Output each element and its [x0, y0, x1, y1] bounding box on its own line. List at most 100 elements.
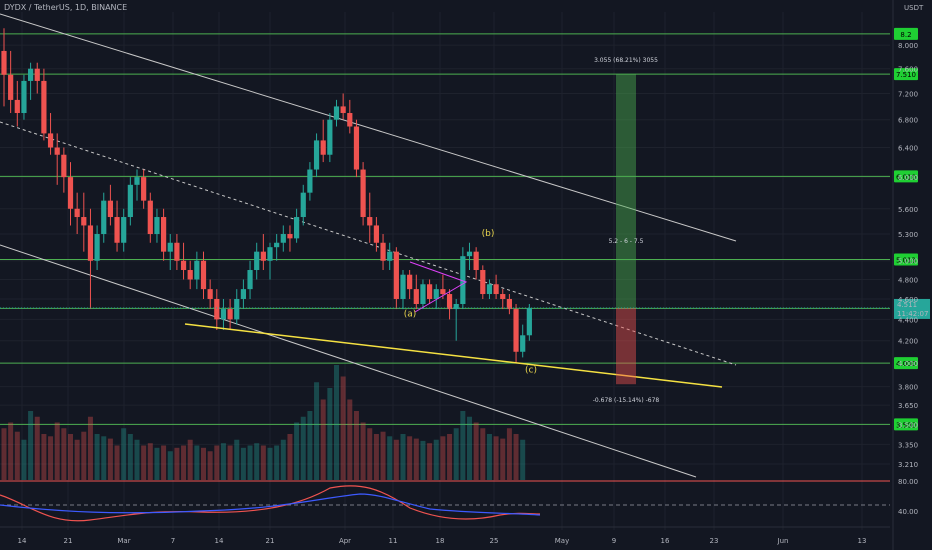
candle-body	[373, 225, 379, 243]
wave-label: (a)	[404, 309, 417, 319]
price-badge-label: 8.2	[900, 31, 911, 39]
x-tick-label: 11	[389, 537, 398, 545]
rsi-line	[0, 485, 541, 522]
candle-body	[180, 260, 187, 271]
x-tick-label: May	[555, 537, 569, 545]
volume-bar	[161, 445, 167, 480]
volume-bar	[74, 439, 80, 480]
volume-bar	[227, 445, 233, 480]
volume-bars	[1, 365, 526, 480]
channel-lines	[0, 13, 737, 478]
y-tick-label: 3.210	[898, 461, 918, 469]
y-tick-label: 3.350	[898, 441, 918, 449]
y-tick-label: 6.400	[898, 145, 918, 153]
volume-bar	[21, 439, 27, 480]
candle-body	[413, 289, 419, 304]
volume-bar	[94, 434, 100, 480]
x-tick-label: Apr	[339, 537, 351, 545]
volume-bar	[234, 439, 240, 480]
candle-body	[420, 284, 426, 304]
volume-bar	[393, 439, 399, 480]
volume-bar	[300, 416, 306, 480]
y-tick-label: 6.000	[898, 174, 918, 182]
volume-bar	[174, 447, 180, 480]
y-tick-label: 8.000	[898, 42, 918, 50]
candle-body	[393, 251, 399, 299]
countdown-label: 11:42:07	[897, 310, 928, 318]
candle-body	[1, 50, 7, 75]
price-badge	[894, 68, 918, 81]
x-tick-label: 16	[661, 537, 670, 545]
volume-bar	[274, 445, 280, 480]
price-badge	[894, 418, 918, 431]
volume-bar	[373, 434, 379, 480]
volume-bar	[380, 431, 386, 480]
volume-bar	[141, 445, 147, 480]
candle-body	[81, 217, 87, 226]
candle-body	[207, 289, 213, 299]
volume-bar	[194, 445, 200, 480]
volume-bar	[367, 428, 373, 480]
candle-body	[480, 270, 486, 295]
volume-bar	[154, 447, 160, 480]
candle-body	[134, 177, 140, 185]
volume-bar	[294, 422, 300, 480]
y-tick-label: 4.200	[898, 338, 918, 346]
volume-bar	[121, 428, 127, 480]
candle-body	[433, 289, 439, 299]
candle-body	[333, 106, 340, 120]
candle-body	[513, 309, 519, 352]
candle-body	[280, 234, 286, 243]
volume-bar	[147, 443, 153, 480]
candle-body	[67, 177, 74, 209]
wave-label: (c)	[525, 365, 537, 375]
mid-note-label: 5.2 - 6 - 7.5	[609, 238, 644, 245]
candle-body	[380, 242, 386, 261]
current-price-badge	[894, 298, 930, 319]
candle-body	[247, 270, 253, 290]
y-tick-label: 4.400	[898, 316, 918, 324]
volume-bar	[486, 434, 492, 480]
candle-body	[214, 298, 220, 320]
volume-bar	[400, 434, 406, 480]
volume-bar	[134, 439, 140, 480]
stop-zone	[616, 307, 636, 385]
candle-body	[427, 284, 433, 299]
x-tick-label: Jun	[777, 537, 789, 545]
x-tick-label: 13	[858, 537, 867, 545]
volume-bar	[220, 443, 226, 480]
yellow-trendline	[184, 323, 723, 388]
candle-body	[460, 256, 466, 305]
candle-body	[114, 217, 120, 243]
candle-body	[154, 217, 160, 235]
volume-bar	[447, 434, 453, 480]
overlays: 3.055 (68.21%) 3055 5.2 - 6 - 7.5 -0.678 (…	[0, 57, 930, 404]
volume-bar	[407, 436, 413, 480]
volume-bar	[280, 439, 286, 480]
candle-body	[506, 298, 512, 310]
candle-body	[61, 154, 67, 178]
volume-bar	[41, 434, 47, 480]
rsi-signal-line	[0, 493, 541, 516]
candle-body	[8, 74, 14, 100]
candle-body	[127, 184, 133, 218]
x-tick-label: 21	[64, 537, 73, 545]
volume-bar	[287, 434, 293, 480]
candle-body	[340, 106, 346, 114]
volume-bar	[520, 439, 526, 480]
x-tick-label: 7	[171, 537, 175, 545]
price-badge-label: 4.000	[896, 360, 916, 368]
candle-body	[187, 270, 193, 280]
candle-body	[200, 260, 207, 290]
volume-bar	[54, 422, 60, 480]
volume-bar	[387, 436, 393, 480]
channel-lower-line	[0, 244, 697, 478]
candle-body	[74, 208, 80, 218]
volume-bar	[440, 436, 446, 480]
x-tick-label: 9	[612, 537, 616, 545]
volume-bar	[8, 422, 14, 480]
volume-bar	[68, 434, 73, 480]
candle-body	[254, 251, 260, 271]
candle-body	[220, 309, 227, 320]
